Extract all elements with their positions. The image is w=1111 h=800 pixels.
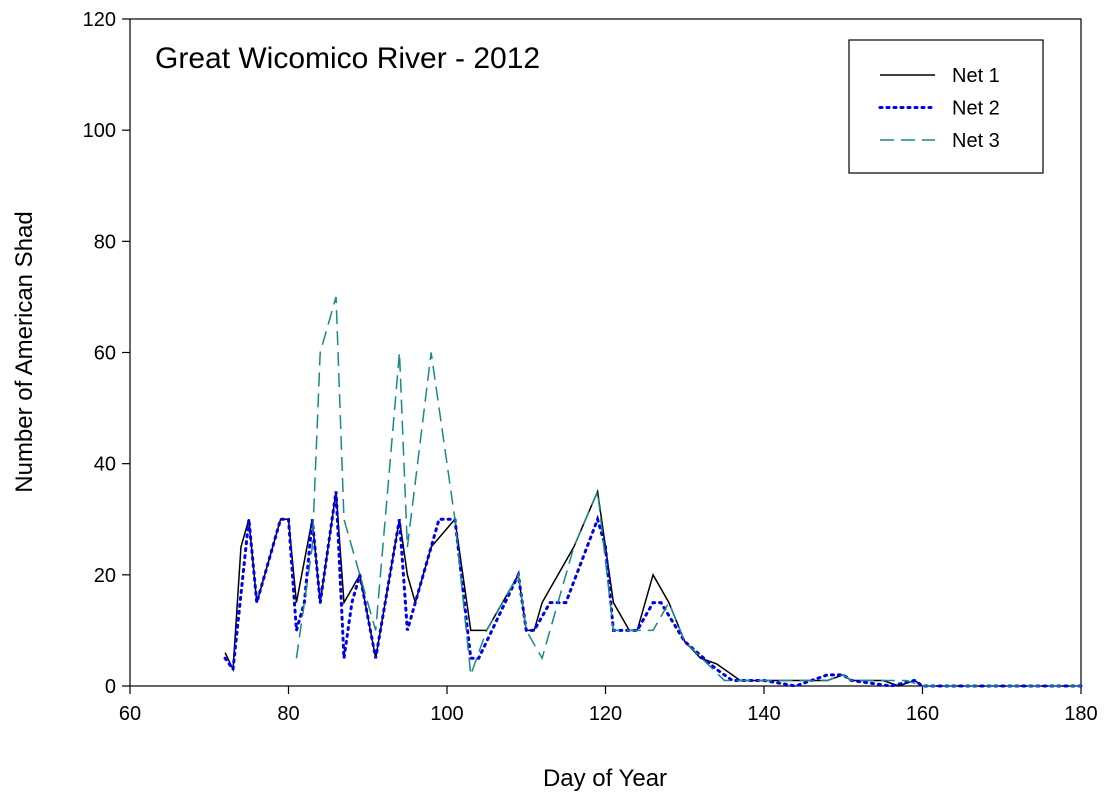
- y-axis-label: Number of American Shad: [11, 211, 38, 492]
- x-tick-label: 60: [119, 703, 141, 725]
- legend-box: [848, 39, 1044, 174]
- y-tick-label: 100: [83, 120, 116, 142]
- y-tick-label: 20: [94, 565, 116, 587]
- y-tick-label: 60: [94, 343, 116, 365]
- x-tick-label: 160: [906, 703, 939, 725]
- y-tick-label: 80: [94, 231, 116, 253]
- y-tick-label: 40: [94, 454, 116, 476]
- x-tick-label: 100: [430, 703, 463, 725]
- x-tick-label: 80: [277, 703, 299, 725]
- x-tick-label: 140: [747, 703, 780, 725]
- x-tick-label: 120: [589, 703, 622, 725]
- legend-label: Net 3: [952, 130, 1000, 152]
- data-line: [224, 488, 1081, 687]
- chart-title: Great Wicomico River - 2012: [155, 42, 540, 75]
- y-tick-label: 0: [105, 676, 116, 698]
- legend-label: Net 2: [952, 98, 1000, 120]
- x-tick-label: 180: [1064, 703, 1097, 725]
- x-axis-label: Day of Year: [543, 765, 667, 792]
- legend-label: Net 1: [952, 65, 1000, 87]
- y-tick-label: 120: [83, 9, 116, 31]
- data-line: [295, 296, 1081, 687]
- data-line: [223, 491, 1083, 688]
